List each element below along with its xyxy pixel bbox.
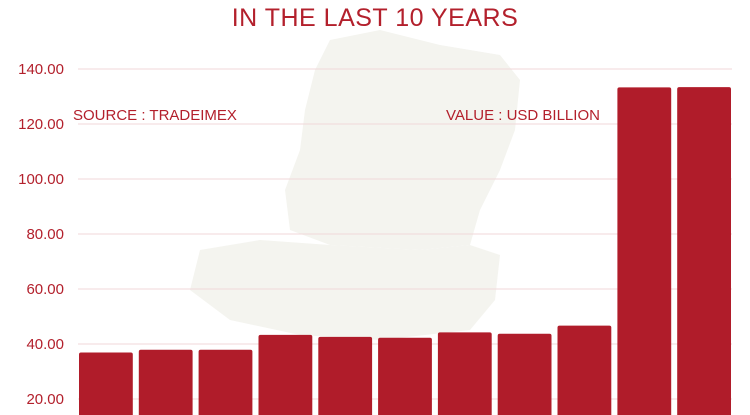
y-tick-label: 140.00 <box>18 61 64 78</box>
y-tick-label: 120.00 <box>18 116 64 133</box>
y-tick-label: 80.00 <box>26 226 64 243</box>
chart-title: IN THE LAST 10 YEARS <box>232 4 519 32</box>
y-tick-label: 40.00 <box>26 336 64 353</box>
unit-note: VALUE : USD BILLION <box>446 107 600 124</box>
bar <box>497 333 552 415</box>
bar <box>318 336 373 415</box>
bar <box>258 334 313 415</box>
y-tick-label: 60.00 <box>26 281 64 298</box>
gridlines <box>78 68 732 400</box>
bar <box>79 352 133 415</box>
source-note: SOURCE : TRADEIMEX <box>73 107 237 124</box>
bar <box>138 349 193 415</box>
bar <box>378 337 432 415</box>
bars <box>79 87 731 415</box>
background-map <box>190 30 520 340</box>
bar <box>437 332 492 415</box>
y-axis-ticks: 20.00 40.00 60.00 80.00 100.00 120.00 140.00 <box>18 61 64 408</box>
y-tick-label: 100.00 <box>18 171 64 188</box>
bar <box>677 87 731 415</box>
bar <box>198 349 253 415</box>
bar <box>557 325 612 415</box>
bar <box>617 87 672 415</box>
y-tick-label: 20.00 <box>26 391 64 408</box>
